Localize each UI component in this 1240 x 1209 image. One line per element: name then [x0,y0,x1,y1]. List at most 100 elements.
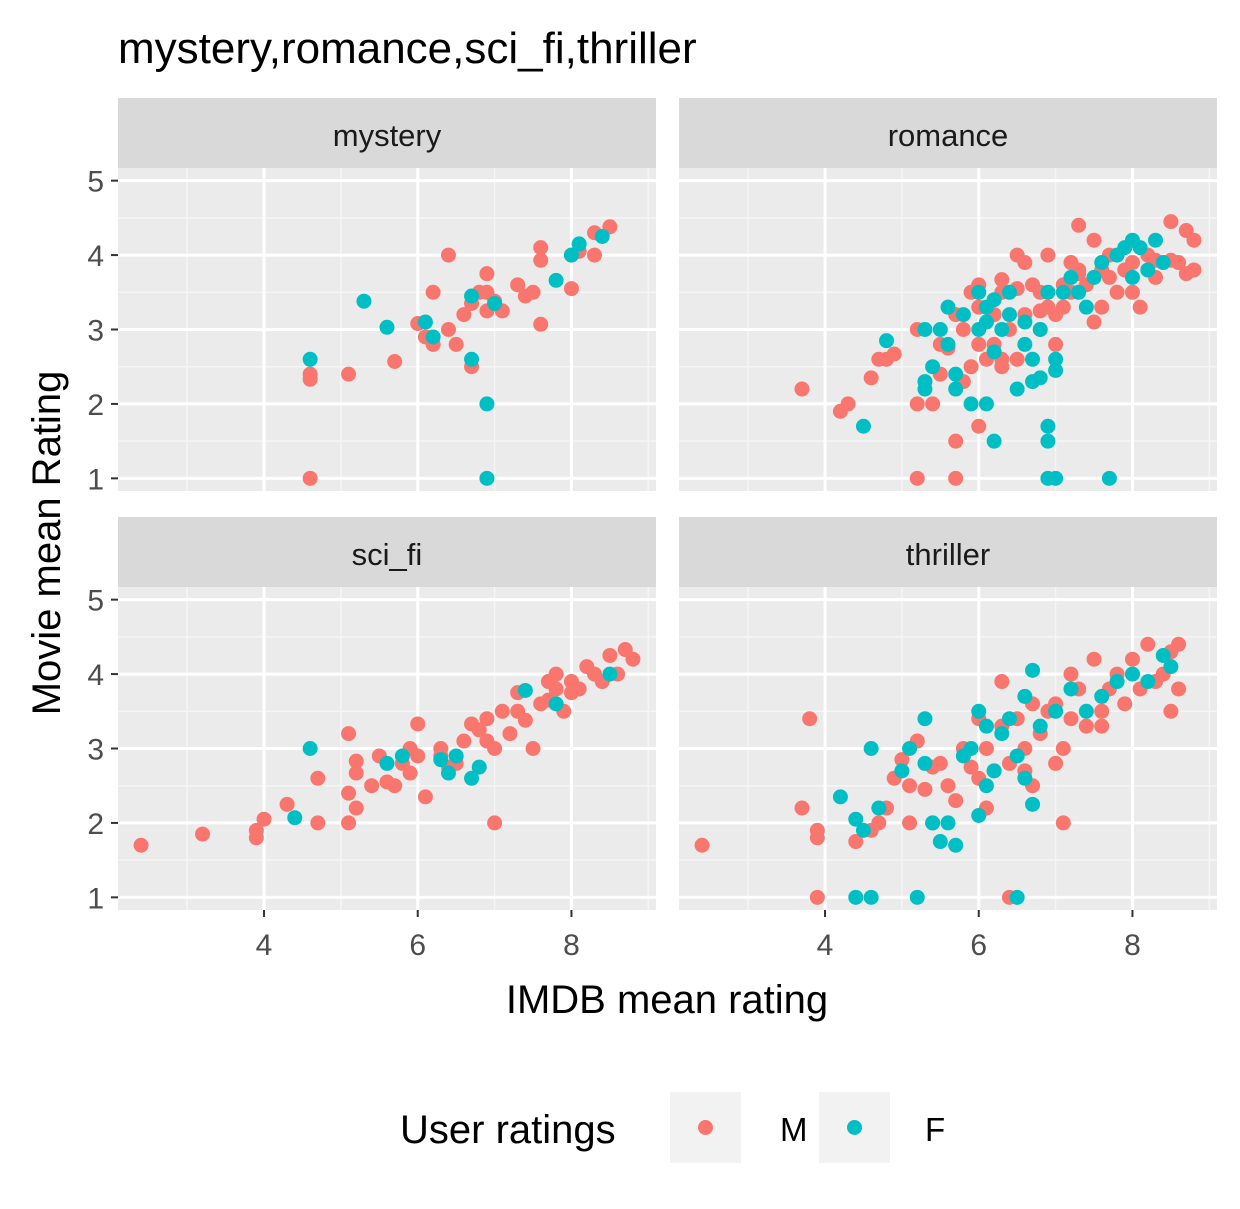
data-point [1086,651,1102,667]
data-point [1101,269,1117,285]
data-point [440,322,456,337]
data-point [1025,351,1041,367]
data-point [1101,470,1117,486]
data-point [1078,299,1094,315]
data-point [1032,322,1048,337]
data-point [925,396,941,412]
data-point [832,789,848,805]
data-point [1009,351,1025,367]
data-point [1140,636,1156,652]
data-point [986,292,1002,308]
data-point [479,733,495,749]
data-point [1063,666,1079,682]
data-point [1032,370,1048,386]
y-tick-label: 1 [87,882,104,915]
data-point [948,793,964,809]
data-point [448,336,464,352]
data-point [902,815,918,831]
data-point [494,703,510,719]
data-point [1063,681,1079,697]
data-point [871,815,887,831]
data-point [894,752,910,768]
data-point [940,778,956,794]
data-point [1048,470,1064,486]
data-point [1048,362,1064,378]
data-point [394,748,410,764]
data-point [1001,284,1017,300]
data-point [978,396,994,412]
data-point [848,889,864,905]
data-point [1117,696,1133,712]
data-point [1048,755,1064,771]
y-tick-label: 5 [87,585,104,618]
y-tick-label: 4 [87,240,104,273]
data-point [533,252,549,268]
data-point [471,759,487,775]
data-point [794,381,810,397]
data-point [1017,255,1033,271]
data-point [855,418,871,434]
data-point [978,718,994,734]
data-point [978,741,994,756]
data-point [410,748,426,764]
data-point [1017,336,1033,352]
data-point [1140,674,1156,690]
data-point [909,470,925,486]
data-point [1140,262,1156,278]
data-point [1048,336,1064,352]
data-point [387,354,403,370]
data-point [602,666,618,682]
data-point [986,763,1002,779]
facet-thriller: thriller 4 6 8 [679,517,1217,962]
data-point [510,277,526,293]
data-point [402,765,418,781]
data-point [1055,299,1071,315]
data-point [1163,214,1179,230]
data-point [279,796,295,812]
data-point [1186,232,1202,248]
data-point [994,322,1010,337]
legend: User ratings M F [400,1092,945,1163]
data-point [479,470,495,486]
data-point [948,366,964,382]
data-point [963,359,979,375]
series-F [832,647,1179,905]
data-point [302,371,318,387]
x-tick-label: 6 [409,929,426,962]
data-point [809,822,825,838]
data-point [417,314,433,330]
data-point [410,716,426,732]
data-point [525,741,541,756]
data-point [341,366,357,382]
data-point [548,696,564,712]
series-M [694,636,1187,905]
y-tick-label: 2 [87,808,104,841]
data-point [1132,240,1148,256]
data-point [879,333,895,349]
facet-strip-label: thriller [906,537,990,572]
data-point [932,755,948,771]
data-point [1124,284,1140,300]
legend-title: User ratings [400,1108,616,1152]
data-point [1040,418,1056,434]
data-point [1171,681,1187,697]
y-tick-label: 3 [87,315,104,348]
data-point [863,889,879,905]
data-point [310,815,326,831]
series-F [302,228,610,486]
data-point [563,281,579,297]
data-point [902,741,918,756]
data-point [1009,889,1025,905]
data-point [1124,666,1140,682]
legend-label: F [925,1111,945,1148]
data-point [871,800,887,816]
data-point [971,284,987,300]
y-tick-label: 1 [87,463,104,496]
data-point [548,681,564,697]
series-F [287,666,618,826]
data-point [994,674,1010,690]
data-point [863,741,879,756]
data-point [940,336,956,352]
facet-strip [679,517,1217,587]
